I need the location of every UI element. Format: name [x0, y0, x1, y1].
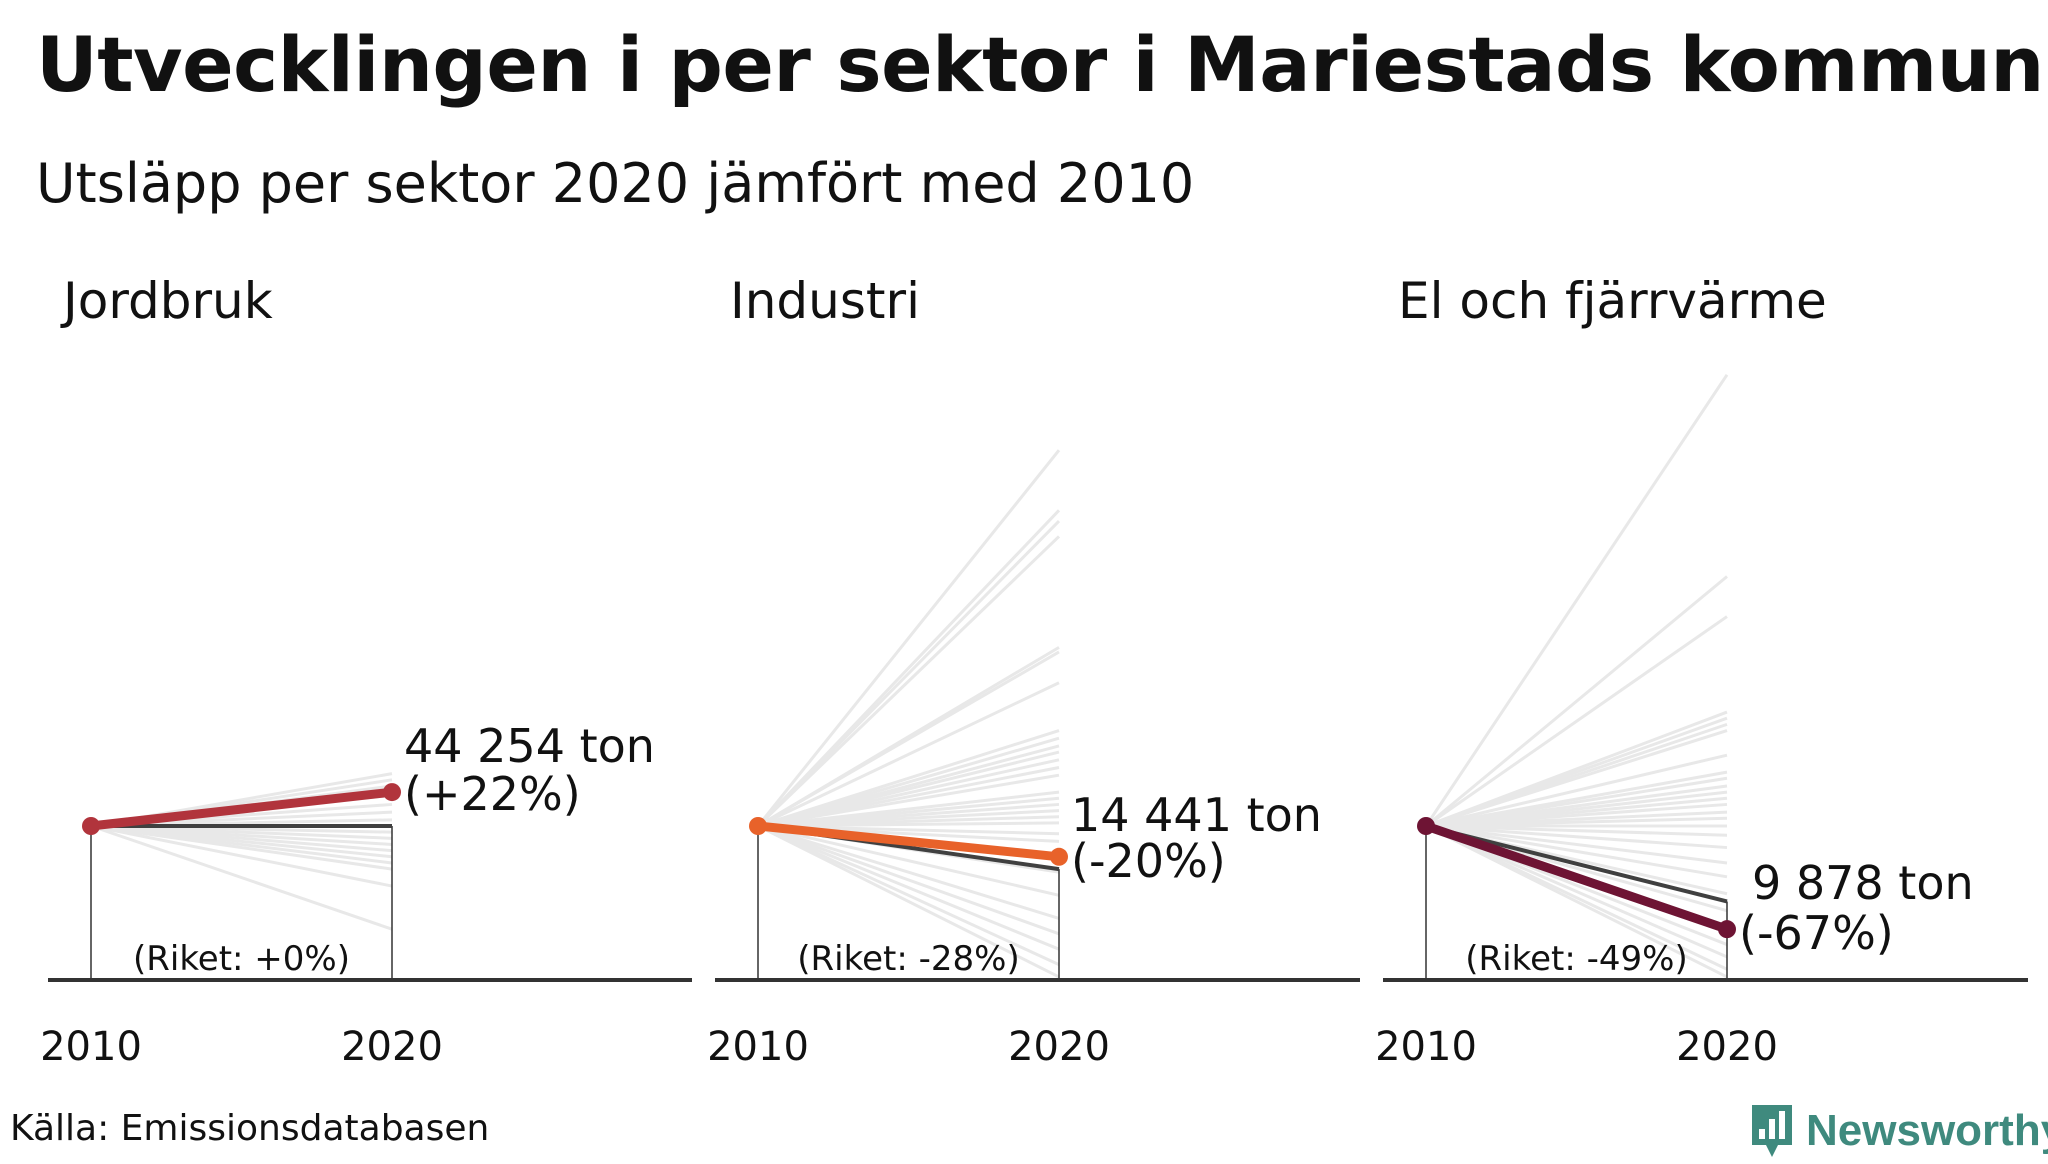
other-kommun-line [756, 520, 1061, 828]
other-kommun-line [90, 824, 393, 871]
panel-title: Jordbruk [60, 272, 273, 330]
other-kommun-line [1424, 373, 1729, 827]
x-tick-label-2010: 2010 [1375, 1024, 1477, 1070]
riket-label: (Riket: -28%) [797, 939, 1019, 979]
kommun-line [753, 821, 1064, 862]
other-kommun-line [757, 824, 1060, 951]
other-kommun-line [756, 449, 1061, 827]
x-tick-label-2020: 2020 [341, 1024, 443, 1070]
kommun-point-2010 [749, 817, 767, 835]
other-kommun-line [757, 824, 1060, 897]
other-kommun-line [757, 824, 1060, 920]
other-kommun-line [1425, 824, 1728, 879]
kommun-change-label: (-67%) [1739, 906, 1894, 960]
kommun-value-label: 14 441 ton [1071, 788, 1322, 842]
x-tick-label-2010: 2010 [40, 1024, 142, 1070]
panel-title: El och fjärrvärme [1398, 272, 1827, 330]
other-kommun-line [757, 824, 1060, 979]
other-kommun-line [756, 535, 1061, 828]
kommun-line [86, 787, 397, 831]
other-kommun-line [1425, 824, 1728, 850]
kommun-point-2020 [1718, 920, 1736, 939]
other-kommun-line [757, 824, 1060, 936]
newsworthy-bar-chart-icon [1752, 1105, 1792, 1157]
kommun-point-2010 [82, 817, 100, 835]
kommun-point-2010 [1417, 817, 1435, 835]
other-kommun-line [1425, 824, 1728, 979]
chart-title: Utvecklingen i per sektor i Mariestads k… [36, 20, 2044, 109]
other-kommun-line [757, 821, 1060, 828]
riket-label: (Riket: +0%) [133, 939, 350, 979]
chart-subtitle: Utsläpp per sektor 2020 jämfört med 2010 [36, 152, 1195, 215]
x-tick-label-2020: 2020 [1676, 1024, 1778, 1070]
other-kommun-line [757, 650, 1060, 828]
other-kommun-line [1425, 824, 1728, 865]
source-note: Källa: Emissionsdatabasen [10, 1108, 490, 1149]
other-kommun-line [1425, 615, 1728, 828]
kommun-point-2020 [1050, 847, 1068, 866]
newsworthy-logo-text: Newsworthy [1806, 1106, 2048, 1155]
other-kommun-line [1425, 729, 1728, 828]
x-tick-label-2020: 2020 [1008, 1024, 1110, 1070]
riket-label: (Riket: -49%) [1465, 939, 1687, 979]
kommun-point-2020 [383, 783, 401, 802]
newsworthy-logo: Newsworthy [1748, 1098, 2048, 1164]
other-kommun-line [1425, 753, 1728, 828]
other-kommun-line [90, 824, 393, 888]
other-kommun-line [1425, 824, 1728, 837]
x-tick-label-2010: 2010 [707, 1024, 809, 1070]
other-kommun-line [90, 824, 393, 931]
kommun-line [1421, 821, 1732, 934]
kommun-value-label: 9 878 ton [1752, 856, 1974, 910]
other-kommun-line [757, 681, 1060, 828]
kommun-change-label: (-20%) [1071, 834, 1226, 888]
other-kommun-line [757, 773, 1060, 828]
other-kommun-line [1425, 575, 1728, 828]
kommun-change-label: (+22%) [404, 767, 581, 821]
other-kommun-line [757, 824, 1060, 966]
kommun-value-label: 44 254 ton [404, 719, 655, 773]
panel-title: Industri [730, 272, 920, 330]
